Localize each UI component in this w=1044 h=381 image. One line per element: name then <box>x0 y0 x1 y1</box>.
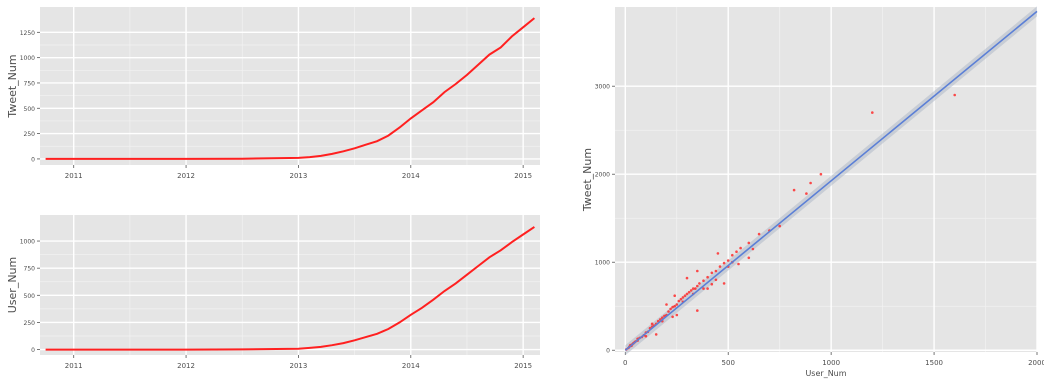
scatter-point <box>819 172 823 176</box>
scatter-point <box>683 294 687 298</box>
x-tick-label: 2015 <box>514 362 532 370</box>
scatter-point <box>722 282 726 285</box>
scatter-point <box>702 279 705 283</box>
scatter-point <box>706 287 709 290</box>
scatter-point <box>675 313 679 317</box>
scatter-point <box>735 250 738 253</box>
plot-panel <box>40 7 540 165</box>
scatter-point <box>805 192 808 195</box>
scatter-point <box>710 282 714 286</box>
x-tick-label: 2011 <box>65 172 83 180</box>
scatter-point <box>677 299 681 303</box>
scatter-point <box>702 287 705 290</box>
scatter-point <box>726 259 730 262</box>
x-tick-label: 2015 <box>514 172 532 180</box>
tweet-num-line-chart: 2011 2012 2013 2014 2015 0 250 500 750 1000 1250 Tw… <box>6 7 540 180</box>
y-tick-label: 1000 <box>20 239 35 246</box>
scatter-point <box>654 333 658 336</box>
scatter-point <box>669 307 672 311</box>
scatter-point <box>737 262 740 266</box>
y-tick-label: 750 <box>24 266 36 273</box>
scatter-point <box>747 241 751 245</box>
scatter-point <box>706 275 709 279</box>
scatter-point <box>671 305 674 309</box>
scatter-point <box>747 256 751 260</box>
scatter-point <box>671 315 674 319</box>
x-tick-label: 500 <box>722 359 735 367</box>
scatter-point <box>694 287 697 290</box>
x-tick-label: 1500 <box>925 359 943 367</box>
y-tick-label: 500 <box>24 293 36 300</box>
x-tick-label: 2013 <box>290 362 308 370</box>
scatter-point <box>757 232 761 236</box>
scatter-point <box>953 93 956 97</box>
y-tick-label: 1000 <box>595 260 610 267</box>
y-tick-label: 1000 <box>20 55 35 62</box>
x-tick-label: 2000 <box>1028 359 1044 367</box>
scatter-point <box>689 289 693 292</box>
scatter-point <box>714 269 718 273</box>
x-tick-label: 2012 <box>177 362 195 370</box>
y-tick-label: 0 <box>606 348 610 355</box>
series-line <box>45 17 536 160</box>
plot-panel <box>40 215 540 355</box>
scatter-point <box>722 261 726 265</box>
scatter-point <box>679 297 683 301</box>
x-tick-label: 2014 <box>402 362 420 370</box>
y-tick-label: 250 <box>24 131 36 138</box>
scatter-point <box>714 278 718 282</box>
y-axis-title: Tweet_Num <box>581 148 594 212</box>
scatter-point <box>673 294 676 298</box>
scatter-point <box>778 224 781 228</box>
user-num-line-chart: 2011 2012 2013 2014 2015 0 250 500 750 1000 User_N… <box>6 215 540 370</box>
scatter-point <box>665 303 668 306</box>
series-line <box>45 226 535 351</box>
scatter-point <box>685 276 689 280</box>
scatter-point <box>685 292 689 296</box>
x-tick-label: 1000 <box>822 359 840 367</box>
scatter-point <box>687 290 691 294</box>
scatter-point <box>871 111 874 114</box>
x-tick-label: 0 <box>623 359 627 367</box>
scatter-point <box>731 253 734 257</box>
y-tick-label: 500 <box>24 106 36 113</box>
scatter-point <box>691 287 695 290</box>
scatter-point <box>673 304 676 308</box>
scatter-point <box>809 181 812 185</box>
scatter-point <box>696 284 699 288</box>
scatter-point <box>739 246 742 250</box>
scatter-point <box>710 271 714 275</box>
scatter-point <box>650 322 654 326</box>
scatter-point <box>792 188 796 192</box>
scatter-point <box>698 282 701 285</box>
y-tick-label: 3000 <box>595 84 610 91</box>
scatter-point <box>675 303 679 306</box>
y-tick-label: 2000 <box>595 172 610 179</box>
scatter-point <box>696 269 699 273</box>
scatter-point <box>696 309 699 312</box>
scatter-point <box>751 247 755 251</box>
scatter-point <box>667 310 670 313</box>
y-tick-label: 0 <box>31 347 35 354</box>
x-tick-label: 2013 <box>290 172 308 180</box>
scatter-point <box>644 334 648 338</box>
user-vs-tweet-scatter-chart: 0 500 1000 1500 2000 0 1000 2000 3000 Tweet_Num Us… <box>581 6 1044 378</box>
scatter-point <box>716 252 720 255</box>
y-axis-title: User_Num <box>6 257 19 314</box>
scatter-point <box>681 296 685 299</box>
y-tick-label: 250 <box>24 320 36 327</box>
y-tick-label: 0 <box>31 156 35 163</box>
x-tick-label: 2014 <box>402 172 420 180</box>
y-tick-label: 1250 <box>20 30 35 37</box>
y-axis-title: Tweet_Num <box>6 54 19 118</box>
y-tick-label: 750 <box>24 80 36 87</box>
x-tick-label: 2011 <box>65 362 83 370</box>
x-tick-label: 2012 <box>177 172 195 180</box>
scatter-point <box>718 265 722 268</box>
x-axis-title: User_Num <box>805 369 846 378</box>
fit-line <box>624 10 1038 351</box>
